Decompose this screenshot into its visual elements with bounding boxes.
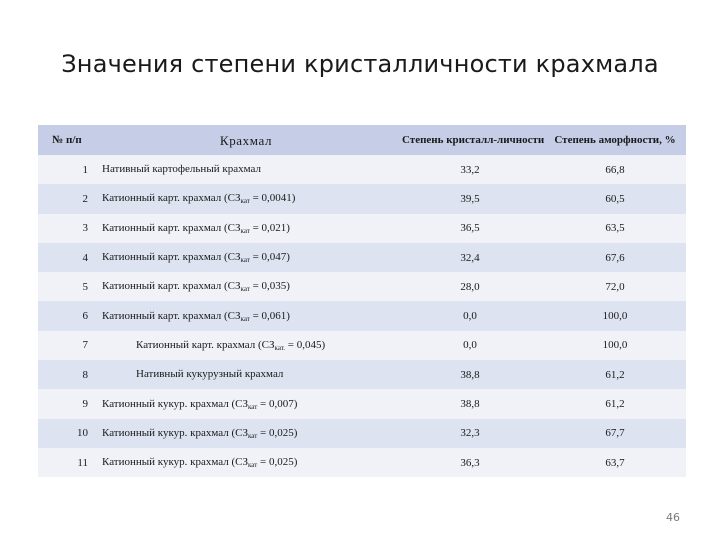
- table-row: 10 Катионный кукур. крахмал (СЗкат = 0,02…: [38, 418, 686, 448]
- ds-subscript: кат.: [274, 343, 286, 352]
- ds-value: = 0,025): [257, 426, 298, 439]
- header-num: № п/п: [38, 125, 96, 155]
- table-row: 1 Нативный картофельный крахмал 33,2 66,8: [38, 155, 686, 185]
- ds-value: = 0,021): [249, 221, 290, 234]
- slide-title: Значения степени кристалличности крахмал…: [61, 50, 659, 78]
- ds-subscript: кат: [240, 256, 250, 265]
- amorphousness-value: 100,0: [544, 301, 686, 331]
- amorphousness-value: 63,5: [544, 213, 686, 243]
- row-number: 3: [38, 213, 96, 243]
- table-row: 2 Катионный карт. крахмал (СЗкат = 0,0041…: [38, 184, 686, 214]
- ds-value: = 0,061): [249, 309, 290, 322]
- row-number: 6: [38, 301, 96, 331]
- table-row: 4 Катионный карт. крахмал (СЗкат = 0,047)…: [38, 242, 686, 273]
- crystallinity-value: 0,0: [396, 301, 544, 331]
- ds-subscript: кат: [248, 461, 258, 470]
- crystallinity-value: 38,8: [396, 360, 544, 390]
- crystallinity-value: 39,5: [396, 184, 544, 214]
- amorphousness-value: 61,2: [544, 389, 686, 419]
- starch-name-main: Катионный кукур. крахмал (СЗ: [102, 397, 249, 410]
- header-crystallinity: Степень кристалл-личности, %: [396, 125, 544, 155]
- row-number: 8: [38, 360, 96, 390]
- header-starch: Крахмал: [96, 125, 396, 155]
- table-row: 9 Катионный кукур. крахмал (СЗкат = 0,007…: [38, 389, 686, 419]
- row-number: 4: [38, 242, 96, 273]
- crystallinity-value: 28,0: [396, 272, 544, 302]
- row-number: 5: [38, 272, 96, 302]
- starch-name-main: Катионный карт. крахмал (СЗ: [102, 251, 241, 264]
- amorphousness-value: 63,7: [544, 447, 686, 478]
- ds-value: = 0,007): [257, 397, 298, 410]
- starch-name: Катионный карт. крахмал (СЗкат = 0,061): [96, 301, 396, 331]
- table-row: 3 Катионный карт. крахмал (СЗкат = 0,021)…: [38, 213, 686, 243]
- crystallinity-value: 38,8: [396, 389, 544, 419]
- ds-value: = 0,0041): [249, 192, 296, 205]
- row-number: 9: [38, 389, 96, 419]
- starch-name: Катионный кукур. крахмал (СЗкат = 0,025): [96, 447, 396, 478]
- row-number: 1: [38, 155, 96, 185]
- row-number: 2: [38, 184, 96, 214]
- ds-value: = 0,047): [249, 251, 290, 264]
- starch-name: Катионный карт. крахмал (СЗкат = 0,021): [96, 213, 396, 243]
- starch-name: Катионный карт. крахмал (СЗкат. = 0,045): [96, 330, 396, 361]
- amorphousness-value: 100,0: [544, 330, 686, 361]
- amorphousness-value: 67,6: [544, 242, 686, 273]
- ds-subscript: кат: [248, 431, 258, 440]
- crystallinity-value: 32,4: [396, 242, 544, 273]
- table-row: 6 Катионный карт. крахмал (СЗкат = 0,061)…: [38, 301, 686, 331]
- row-number: 7: [38, 330, 96, 361]
- amorphousness-value: 66,8: [544, 155, 686, 185]
- starch-name: Нативный кукурузный крахмал: [96, 360, 396, 390]
- crystallinity-table: № п/п Крахмал Степень кристалл-личности,…: [38, 125, 686, 478]
- ds-value: = 0,035): [249, 280, 290, 293]
- ds-subscript: кат: [240, 226, 250, 235]
- crystallinity-value: 32,3: [396, 418, 544, 448]
- table-row: 5 Катионный карт. крахмал (СЗкат = 0,035)…: [38, 272, 686, 302]
- starch-name: Катионный карт. крахмал (СЗкат = 0,047): [96, 242, 396, 273]
- starch-name: Катионный карт. крахмал (СЗкат = 0,0041): [96, 184, 396, 214]
- crystallinity-value: 33,2: [396, 155, 544, 185]
- table-row: 8 Нативный кукурузный крахмал 38,8 61,2: [38, 360, 686, 390]
- page-number: 46: [666, 511, 680, 524]
- table-header-row: № п/п Крахмал Степень кристалл-личности,…: [38, 125, 686, 155]
- ds-subscript: кат: [240, 197, 250, 206]
- starch-name-main: Катионный кукур. крахмал (СЗ: [102, 456, 249, 469]
- ds-subscript: кат: [240, 314, 250, 323]
- starch-name-main: Катионный кукур. крахмал (СЗ: [102, 426, 249, 439]
- amorphousness-value: 61,2: [544, 360, 686, 390]
- crystallinity-value: 36,3: [396, 447, 544, 478]
- starch-name-main: Катионный карт. крахмал (СЗ: [102, 221, 241, 234]
- ds-subscript: кат: [240, 285, 250, 294]
- crystallinity-value: 36,5: [396, 213, 544, 243]
- starch-name-main: Катионный карт. крахмал (СЗ: [102, 309, 241, 322]
- row-number: 10: [38, 418, 96, 448]
- ds-value: = 0,045): [285, 338, 326, 351]
- starch-name: Катионный карт. крахмал (СЗкат = 0,035): [96, 272, 396, 302]
- starch-name-main: Катионный карт. крахмал (СЗ: [102, 192, 241, 205]
- ds-subscript: кат: [248, 402, 258, 411]
- starch-name-main: Катионный карт. крахмал (СЗ: [136, 338, 275, 351]
- amorphousness-value: 60,5: [544, 184, 686, 214]
- starch-name: Катионный кукур. крахмал (СЗкат = 0,025): [96, 418, 396, 448]
- table-row: 11 Катионный кукур. крахмал (СЗкат = 0,02…: [38, 447, 686, 478]
- table-row: 7 Катионный карт. крахмал (СЗкат. = 0,045…: [38, 330, 686, 361]
- row-number: 11: [38, 447, 96, 478]
- amorphousness-value: 67,7: [544, 418, 686, 448]
- ds-value: = 0,025): [257, 456, 298, 469]
- starch-name-main: Нативный картофельный крахмал: [102, 163, 261, 176]
- starch-name-main: Нативный кукурузный крахмал: [136, 368, 284, 381]
- crystallinity-value: 0,0: [396, 330, 544, 361]
- amorphousness-value: 72,0: [544, 272, 686, 302]
- header-amorphousness: Степень аморфности, %: [544, 125, 686, 155]
- starch-name: Нативный картофельный крахмал: [96, 155, 396, 185]
- starch-name-main: Катионный карт. крахмал (СЗ: [102, 280, 241, 293]
- starch-name: Катионный кукур. крахмал (СЗкат = 0,007): [96, 389, 396, 419]
